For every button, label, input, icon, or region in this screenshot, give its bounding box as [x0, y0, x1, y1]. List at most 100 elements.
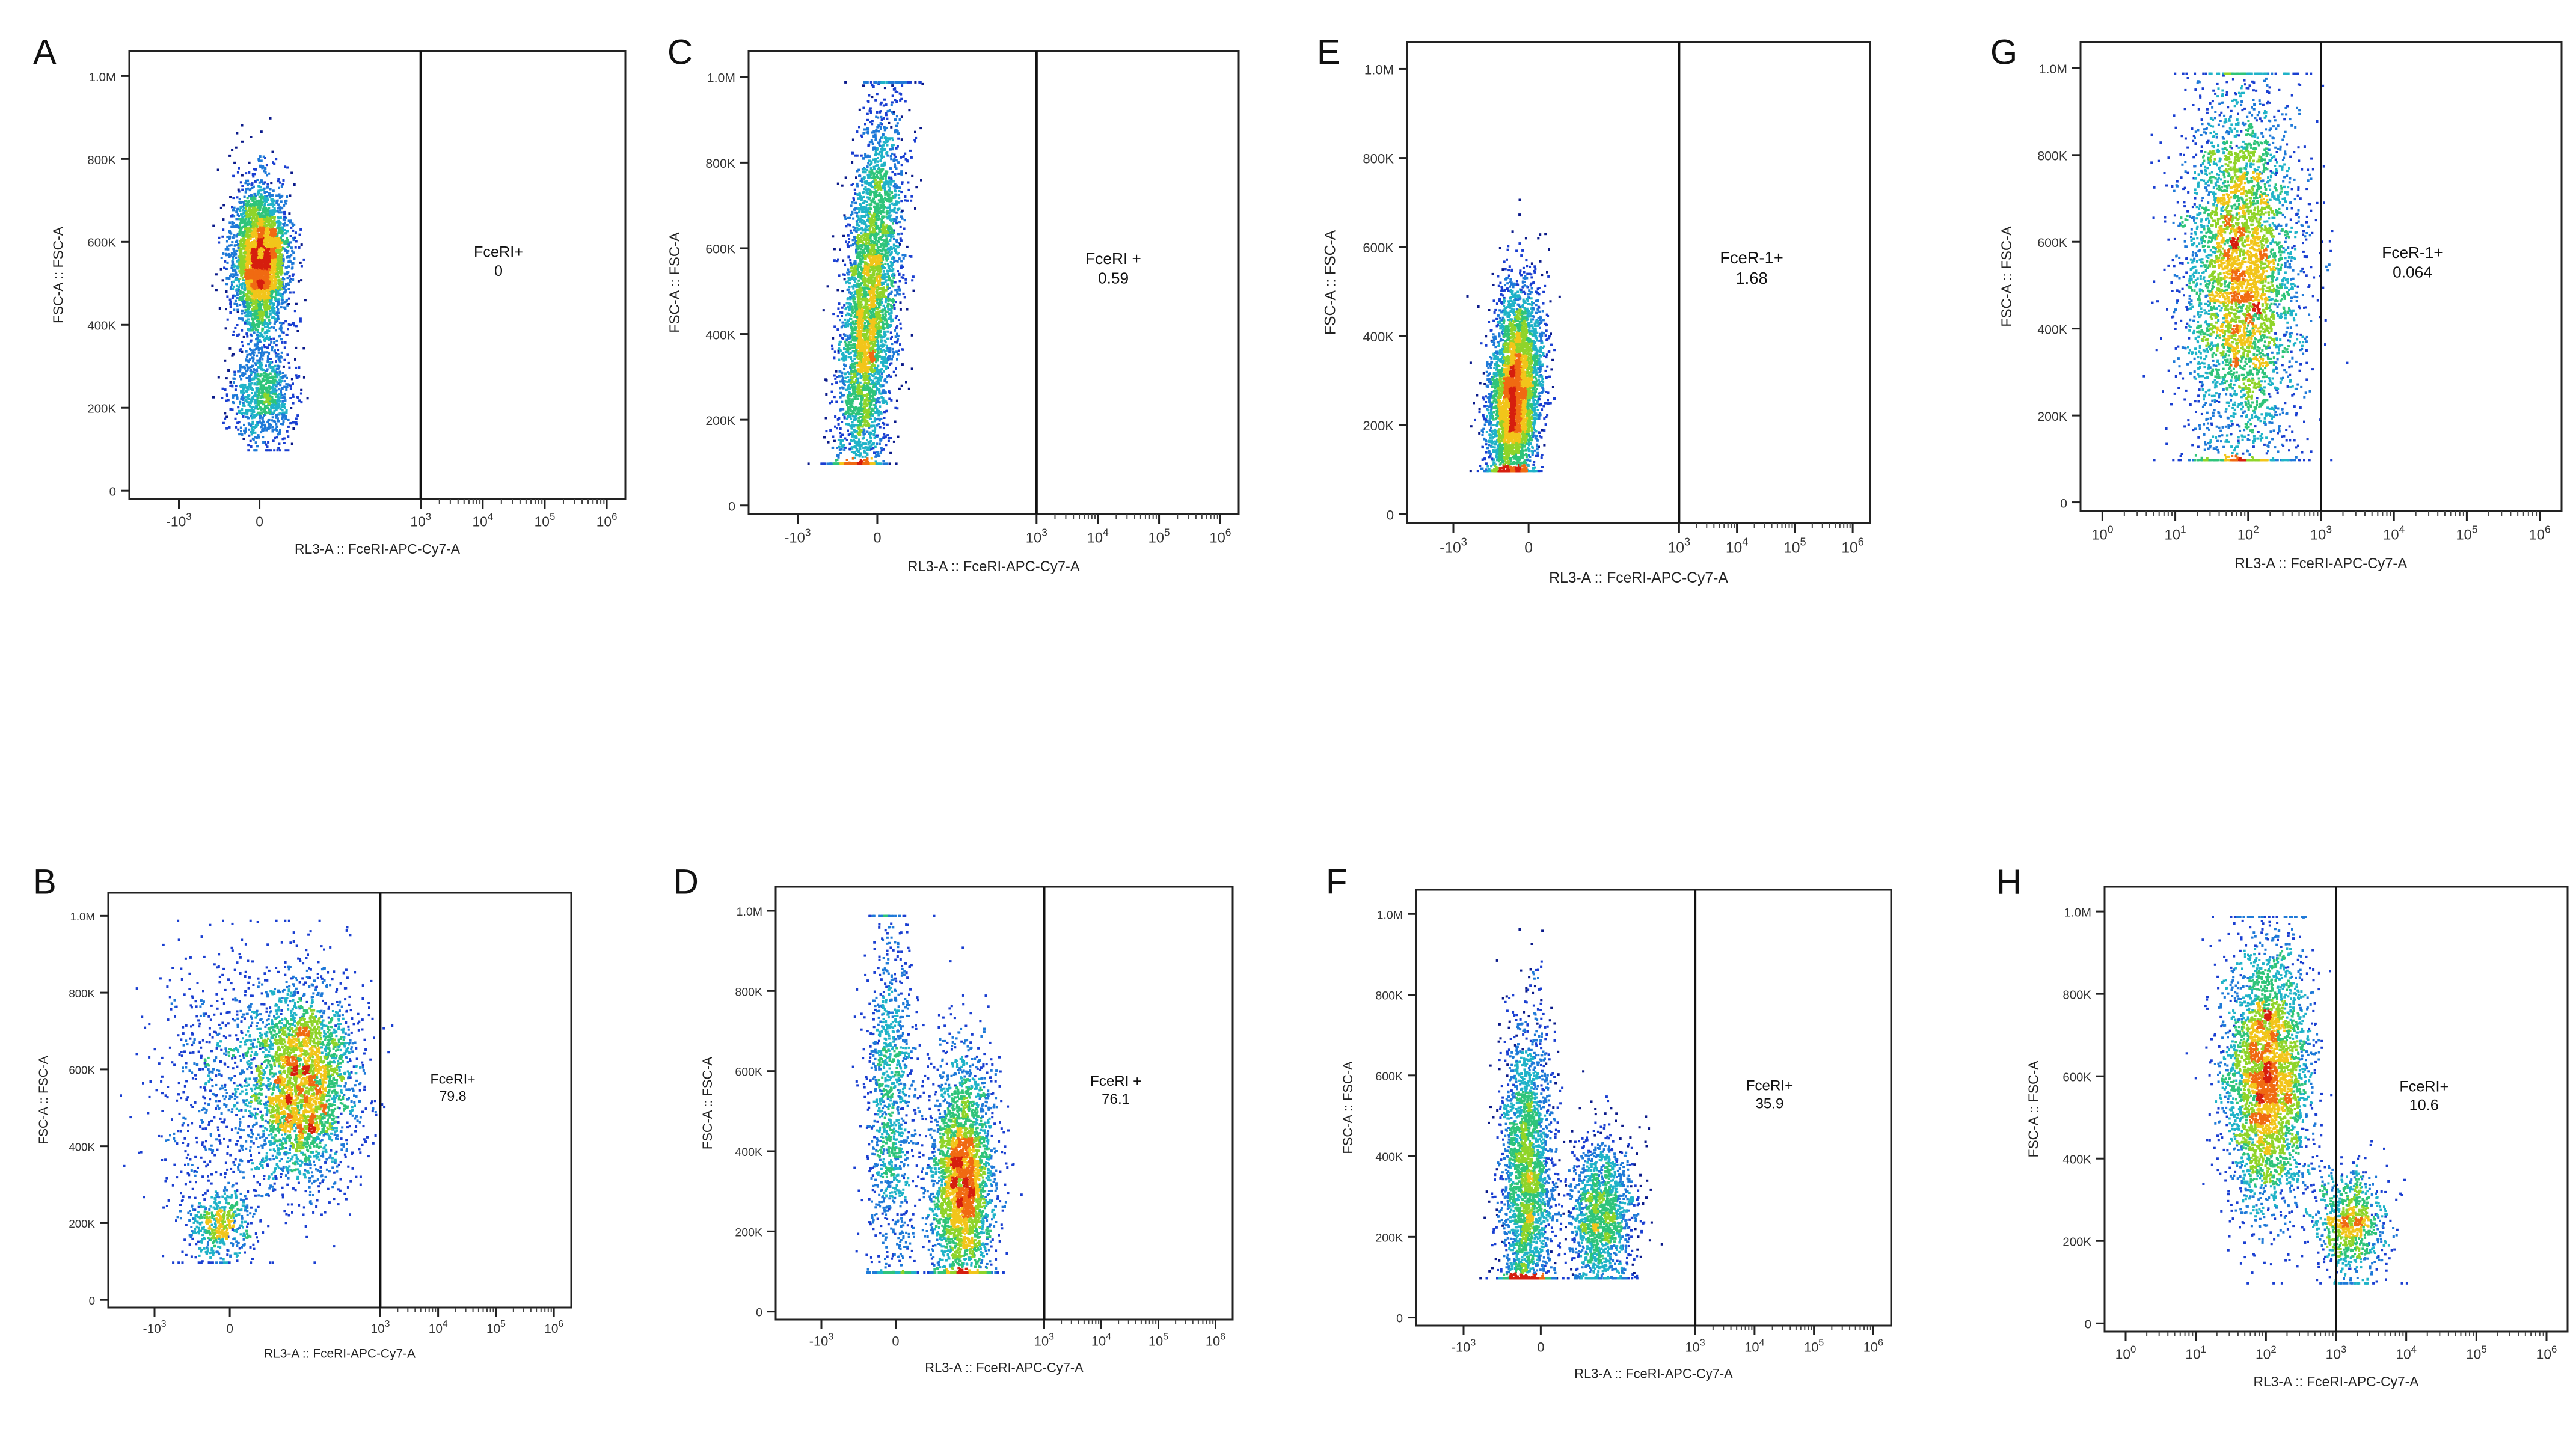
- data-point: [255, 310, 258, 313]
- data-point: [269, 242, 272, 245]
- data-point: [280, 236, 283, 239]
- data-point: [284, 1222, 287, 1225]
- data-point: [259, 332, 262, 335]
- data-point: [283, 375, 286, 378]
- data-point: [265, 325, 268, 328]
- data-point: [281, 405, 284, 408]
- data-point: [260, 347, 263, 350]
- data-point: [286, 246, 289, 248]
- data-point: [268, 319, 271, 322]
- data-point: [276, 252, 279, 255]
- data-point: [234, 388, 237, 391]
- data-point: [259, 204, 262, 207]
- data-point: [237, 226, 240, 229]
- data-point: [287, 418, 290, 421]
- data-point: [239, 206, 242, 209]
- data-point: [339, 1161, 342, 1164]
- data-point: [292, 278, 295, 281]
- data-point: [283, 215, 286, 218]
- data-point: [250, 339, 253, 342]
- data-point: [209, 1018, 212, 1021]
- data-point: [264, 307, 266, 310]
- data-point: [280, 226, 283, 229]
- data-point: [227, 252, 230, 255]
- data-point: [281, 375, 284, 378]
- data-point: [289, 235, 292, 237]
- data-point: [249, 313, 252, 316]
- data-point: [277, 349, 280, 352]
- data-point: [238, 409, 241, 412]
- data-point: [281, 281, 284, 284]
- data-point: [248, 428, 251, 431]
- data-point: [276, 262, 279, 265]
- data-point: [264, 171, 267, 174]
- data-point: [246, 295, 249, 298]
- data-point: [284, 399, 287, 402]
- data-point: [274, 378, 277, 381]
- data-point: [262, 226, 265, 229]
- data-point: [290, 267, 293, 270]
- data-point: [253, 213, 256, 216]
- data-point: [250, 329, 253, 332]
- data-point: [274, 234, 277, 237]
- data-point: [265, 219, 268, 222]
- data-point: [243, 222, 246, 225]
- data-point: [256, 354, 259, 357]
- data-point: [251, 221, 254, 224]
- data-point: [230, 252, 233, 255]
- data-point: [350, 1071, 353, 1074]
- data-point: [298, 233, 301, 236]
- data-point: [250, 183, 253, 186]
- data-point: [244, 384, 247, 387]
- data-point: [251, 313, 254, 315]
- y-tick-label: 1.0M: [89, 71, 116, 84]
- data-point: [347, 1028, 350, 1031]
- data-point: [233, 161, 236, 164]
- data-point: [343, 1085, 346, 1088]
- data-point: [244, 249, 247, 252]
- data-point: [233, 274, 236, 277]
- data-point: [248, 268, 251, 271]
- data-point: [252, 302, 255, 305]
- data-point: [265, 304, 268, 307]
- data-point: [271, 286, 274, 289]
- data-point: [280, 200, 283, 203]
- data-point: [263, 223, 266, 226]
- data-point: [233, 295, 236, 298]
- data-point: [257, 378, 260, 381]
- data-point: [238, 280, 240, 283]
- data-point: [242, 234, 245, 237]
- data-point: [250, 258, 253, 261]
- data-point: [254, 317, 257, 320]
- data-point: [229, 275, 232, 278]
- data-point: [266, 355, 269, 358]
- data-point: [318, 919, 321, 922]
- data-point: [248, 195, 251, 198]
- data-point: [295, 417, 298, 420]
- data-point: [248, 322, 251, 324]
- data-point: [275, 416, 277, 419]
- data-point: [257, 390, 260, 393]
- data-point: [252, 291, 255, 294]
- data-point: [256, 337, 259, 340]
- data-point: [359, 1175, 362, 1178]
- data-point: [260, 284, 263, 287]
- data-point: [266, 198, 269, 201]
- data-point: [239, 375, 242, 378]
- data-point: [260, 240, 263, 243]
- data-point: [280, 302, 283, 305]
- data-point: [275, 289, 278, 292]
- data-point: [259, 266, 262, 269]
- data-point: [264, 426, 267, 429]
- data-point: [233, 250, 236, 253]
- data-point: [254, 227, 257, 230]
- data-point: [222, 252, 225, 255]
- data-point: [253, 411, 256, 413]
- data-point: [253, 216, 255, 219]
- data-point: [292, 427, 295, 430]
- data-point: [270, 182, 273, 185]
- data-point: [280, 211, 283, 214]
- data-point: [279, 355, 282, 358]
- y-axis-title: FSC-A :: FSC-A: [51, 226, 66, 323]
